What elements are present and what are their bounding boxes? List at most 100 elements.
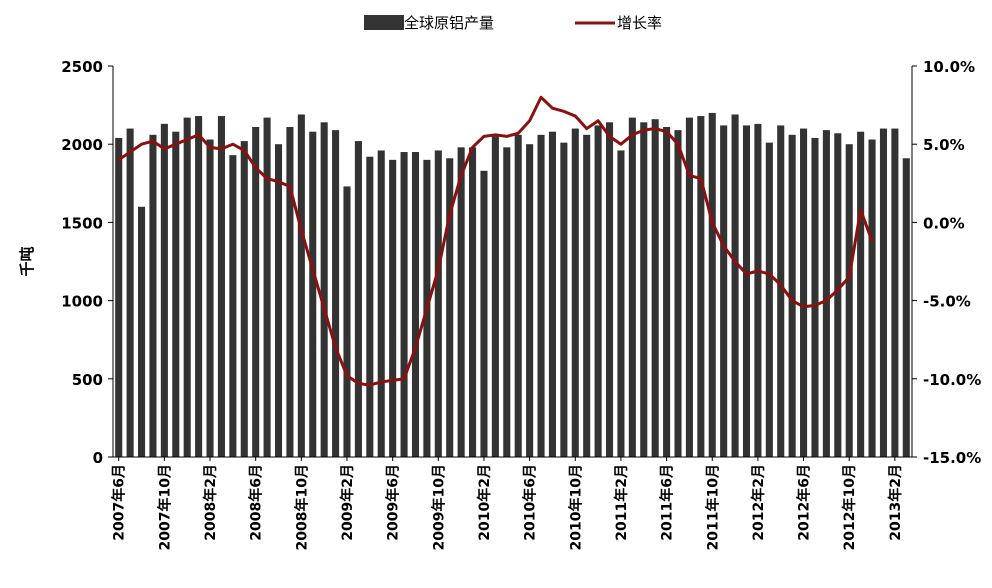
right-tick-label-3: 0.0% [923, 214, 965, 232]
bar-12 [252, 127, 260, 457]
bar-40 [571, 128, 579, 457]
legend: 全球原铝产量 增长率 [364, 14, 662, 32]
bar-24 [389, 159, 397, 457]
bar-45 [628, 117, 636, 458]
bar-48 [663, 127, 671, 457]
x-tick-label-1: 2007年10月 [156, 464, 173, 550]
x-tick-label-9: 2010年6月 [522, 464, 539, 541]
x-tick-label-3: 2008年6月 [248, 464, 265, 541]
bar-25 [400, 152, 408, 457]
bar-18 [320, 122, 328, 458]
bar-38 [548, 131, 556, 457]
bar-8 [206, 139, 214, 457]
bar-33 [491, 136, 499, 457]
right-tick-label-0: -15.0% [923, 449, 981, 467]
x-tick-label-5: 2009年2月 [339, 464, 356, 541]
right-tick-label-1: -10.0% [923, 371, 981, 389]
bar-20 [343, 186, 351, 457]
y-axis-label: 千吨 [18, 246, 36, 276]
bar-7 [195, 116, 203, 458]
bar-39 [560, 142, 568, 457]
bar-61 [811, 137, 819, 457]
bar-15 [286, 127, 294, 457]
x-tick-label-6: 2009年6月 [385, 464, 402, 541]
growth-rate-line [117, 95, 874, 387]
bar-19 [332, 130, 340, 457]
bar-43 [605, 122, 614, 458]
bar-55 [742, 125, 751, 458]
bar-57 [765, 142, 773, 457]
bar-63 [834, 133, 842, 457]
bar-2 [138, 206, 146, 457]
bar-36 [526, 144, 534, 457]
x-tick-label-13: 2011年10月 [704, 464, 721, 550]
bar-53 [720, 125, 728, 458]
bar-50 [685, 117, 693, 458]
bar-31 [469, 147, 477, 457]
x-tick-label-7: 2009年10月 [430, 464, 447, 550]
bar-56 [754, 123, 762, 458]
bar-0 [115, 137, 123, 457]
bar-17 [309, 131, 317, 457]
bar-68 [891, 128, 899, 457]
bar-47 [651, 119, 659, 458]
bar-21 [354, 141, 362, 457]
x-tick-label-4: 2008年10月 [293, 464, 310, 550]
bar-42 [594, 125, 602, 458]
legend-bar-swatch [364, 15, 404, 30]
bar-6 [183, 117, 191, 458]
bar-30 [457, 147, 465, 457]
bar-60 [800, 128, 808, 457]
bar-28 [434, 150, 442, 457]
left-tick-label-5: 2500 [61, 58, 103, 76]
bar-37 [537, 134, 545, 457]
x-tick-label-14: 2012年2月 [750, 464, 767, 541]
right-tick-label-4: 5.0% [923, 136, 965, 154]
x-tick-label-10: 2010年10月 [567, 464, 584, 550]
legend-line-label: 增长率 [617, 14, 662, 32]
bar-14 [274, 144, 283, 457]
bar-58 [777, 125, 785, 458]
bar-65 [857, 131, 865, 457]
bar-23 [377, 150, 385, 457]
bar-1 [126, 128, 134, 457]
bar-16 [297, 114, 305, 457]
bar-54 [731, 114, 739, 457]
x-tick-label-15: 2012年6月 [796, 464, 813, 541]
x-tick-label-16: 2012年10月 [841, 464, 858, 550]
bar-10 [229, 155, 237, 457]
bar-11 [240, 141, 248, 457]
bar-49 [674, 130, 682, 457]
x-tick-label-12: 2011年6月 [659, 464, 676, 541]
bar-22 [366, 156, 374, 457]
plot-area [115, 95, 910, 458]
bar-9 [217, 116, 225, 458]
bar-44 [617, 150, 625, 457]
bar-64 [845, 144, 853, 457]
bar-5 [172, 131, 180, 457]
bar-4 [160, 123, 168, 458]
legend-bar-label: 全球原铝产量 [404, 14, 494, 32]
bar-41 [583, 134, 591, 457]
bar-67 [879, 128, 888, 457]
left-tick-label-3: 1500 [61, 214, 103, 232]
bar-59 [788, 134, 796, 457]
x-tick-label-2: 2008年2月 [202, 464, 219, 541]
left-tick-label-1: 500 [72, 371, 103, 389]
x-tick-label-11: 2011年2月 [613, 464, 630, 541]
left-tick-label-2: 1000 [61, 293, 103, 311]
bar-26 [411, 152, 420, 457]
bar-62 [822, 130, 830, 457]
bar-69 [902, 158, 910, 457]
x-tick-label-8: 2010年2月 [476, 464, 493, 541]
axes: 0 500 1000 1500 2000 2500 -15.0% -10.0% -5.0% 0.0… [18, 58, 981, 550]
bar-35 [514, 134, 522, 457]
right-tick-label-5: 10.0% [923, 58, 975, 76]
bar-29 [446, 158, 454, 457]
x-tick-label-17: 2013年2月 [887, 464, 904, 541]
left-tick-label-0: 0 [93, 449, 103, 467]
bar-3 [149, 134, 157, 457]
bar-52 [708, 112, 716, 458]
